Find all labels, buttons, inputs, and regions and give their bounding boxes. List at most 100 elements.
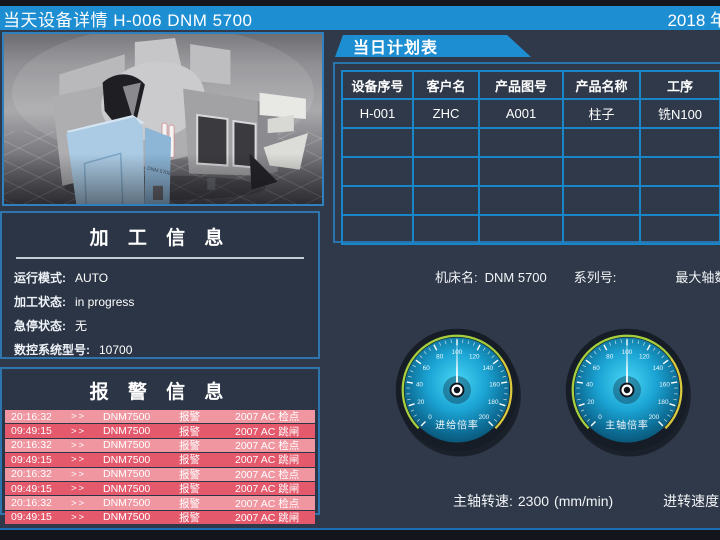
alarm-row[interactable]: 20:16:32 >> DNM7500 报警 2007 AC 检点 [5,467,315,481]
bottom-readout-row: 主轴转速: 2300 (mm/min) 进转速度 [335,490,720,512]
plan-cell [562,214,641,245]
serial-number-field: 系列号: [574,267,624,286]
title-divider [16,257,304,259]
alarm-row[interactable]: 09:49:15 >> DNM7500 报警 2007 AC 跳闸 [5,424,315,438]
alarm-detail: 2007 AC 检点 [235,439,300,452]
svg-text:200: 200 [479,414,490,421]
plan-cell [341,127,414,158]
plan-cell [412,156,480,187]
plan-cell [562,185,641,216]
alarm-detail: 2007 AC 跳闸 [235,425,300,438]
svg-text:180: 180 [658,399,669,406]
alarm-time: 20:16:32 [11,410,52,423]
alarm-time: 20:16:32 [11,468,52,481]
gauge-needle [625,335,629,396]
alarm-row[interactable]: 20:16:32 >> DNM7500 报警 2007 AC 检点 [5,410,315,424]
plan-table-header-row: 设备序号 客户名 产品图号 产品名称 工序 [341,70,720,100]
feed-override-gauge: 020406080100120140160180200 进给倍率 [395,328,521,457]
info-field: 急停状态: 无 [14,317,318,334]
alarm-row[interactable]: 20:16:32 >> DNM7500 报警 2007 AC 检点 [5,438,315,453]
processing-info-title: 加 工 信 息 [89,228,231,249]
svg-text:40: 40 [416,381,424,388]
serial-number-label: 系列号: [573,269,617,285]
svg-text:0: 0 [598,414,602,421]
alarm-detail: 2007 AC 检点 [235,468,300,481]
info-field-label: 运行模式: [14,271,66,285]
plan-cell [639,185,720,216]
alarm-type: 报警 [179,483,200,496]
plan-col-header: 工序 [639,70,720,100]
alarm-info-title: 报 警 信 息 [89,382,231,403]
plan-cell [478,156,564,187]
feed-speed-label: 进转速度 [663,493,720,509]
alarm-list: 20:16:32 >> DNM7500 报警 2007 AC 检点 09:49:15 >> D… [2,404,318,525]
svg-text:200: 200 [649,414,660,421]
machine-3d-image: DNM 5700 [4,34,322,204]
spindle-override-gauge: 020406080100120140160180200 主轴倍率 [557,320,697,460]
header-date: 2018 年 [667,10,720,30]
plan-cell [341,156,414,187]
svg-text:80: 80 [436,353,444,360]
alarm-detail: 2007 AC 检点 [235,411,300,424]
plan-cell: ZHC [412,98,480,129]
alarm-time: 20:16:32 [11,439,52,452]
plan-cell [639,127,720,158]
alarm-type: 报警 [179,497,200,510]
plan-cell: 柱子 [562,98,641,129]
alarm-type: 报警 [179,411,200,424]
plan-table-row[interactable] [341,185,720,216]
gauge-needle [455,335,459,396]
info-field-value: AUTO [75,271,109,285]
plan-cell [639,214,720,245]
alarm-device: DNM7500 [103,511,151,524]
bottom-accent-line [0,528,720,530]
plan-table-row[interactable] [341,156,720,187]
svg-text:120: 120 [469,353,480,360]
alarm-arrow-icon: >> [71,439,87,451]
alarm-time: 09:49:15 [11,482,52,495]
plan-cell [412,214,480,245]
plan-col-header: 产品名称 [562,70,641,100]
alarm-device: DNM7500 [103,439,151,452]
info-field: 运行模式: AUTO [14,269,318,286]
plan-col-header: 设备序号 [341,70,414,100]
svg-text:60: 60 [593,365,601,372]
plan-cell [639,156,720,187]
alarm-detail: 2007 AC 检点 [235,497,300,510]
alarm-detail: 2007 AC 跳闸 [235,454,300,467]
alarm-row[interactable]: 09:49:15 >> DNM7500 报警 2007 AC 跳闸 [5,510,315,525]
alarm-time: 09:49:15 [11,453,52,466]
alarm-device: DNM7500 [103,468,151,481]
plan-table-row[interactable] [341,127,720,158]
svg-text:20: 20 [587,399,595,406]
alarm-arrow-icon: >> [71,454,87,466]
gauge-label: 主轴倍率 [605,419,649,432]
alarm-device: DNM7500 [103,482,151,495]
alarm-detail: 2007 AC 跳闸 [235,483,300,496]
spindle-speed-value: 2300 [517,493,550,509]
machine-meta-row: 机床名: DNM 5700 系列号: 最大轴数 [335,266,720,286]
plan-cell [478,185,564,216]
svg-text:0: 0 [428,414,432,421]
alarm-arrow-icon: >> [71,497,87,509]
alarm-time: 09:49:15 [11,511,52,524]
plan-table-container: 设备序号 客户名 产品图号 产品名称 工序 H-001 ZHC A001 柱子 铣N100 [333,62,720,245]
svg-text:120: 120 [639,353,650,360]
alarm-row[interactable]: 20:16:32 >> DNM7500 报警 2007 AC 检点 [5,496,315,510]
plan-cell [562,127,641,158]
plan-table-row[interactable]: H-001 ZHC A001 柱子 铣N100 [341,98,720,129]
svg-text:60: 60 [423,365,431,372]
alarm-time: 20:16:32 [11,497,52,510]
alarm-type: 报警 [179,468,200,481]
plan-cell: 铣N100 [639,98,720,129]
plan-table-row[interactable] [341,214,720,245]
page-title: 当天设备详情 H-006 DNM 5700 [3,10,253,30]
alarm-row[interactable]: 09:49:15 >> DNM7500 报警 2007 AC 跳闸 [5,453,315,467]
header-bar: 当天设备详情 H-006 DNM 5700 2018 年 [0,6,720,30]
plan-cell [478,127,564,158]
alarm-device: DNM7500 [103,497,151,510]
floor-fade [4,153,322,204]
svg-text:180: 180 [488,399,499,406]
plan-cell: H-001 [341,98,414,129]
alarm-row[interactable]: 09:49:15 >> DNM7500 报警 2007 AC 跳闸 [5,481,315,496]
